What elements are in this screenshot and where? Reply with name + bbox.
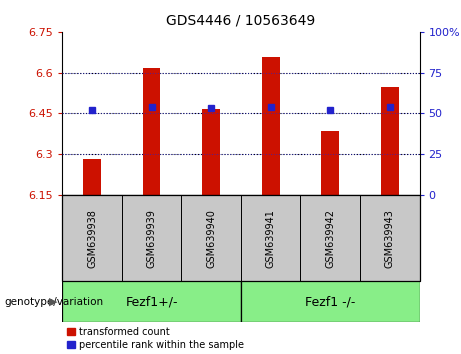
Text: GSM639943: GSM639943	[385, 209, 395, 268]
Bar	[122, 195, 181, 281]
Text: Fezf1 -/-: Fezf1 -/-	[305, 295, 355, 308]
Bar	[321, 131, 339, 195]
Bar	[381, 87, 399, 195]
Title: GDS4446 / 10563649: GDS4446 / 10563649	[166, 14, 315, 28]
Text: Fezf1+/-: Fezf1+/-	[125, 295, 178, 308]
Legend: transformed count, percentile rank within the sample: transformed count, percentile rank withi…	[67, 327, 244, 350]
Bar	[142, 69, 160, 195]
Bar	[62, 281, 241, 322]
Bar	[62, 195, 122, 281]
Text: ▶: ▶	[49, 297, 58, 307]
Bar	[241, 281, 420, 322]
Bar	[83, 159, 101, 195]
Text: GSM639939: GSM639939	[147, 209, 157, 268]
Bar	[360, 195, 420, 281]
Bar	[301, 195, 360, 281]
Text: genotype/variation: genotype/variation	[5, 297, 104, 307]
Bar	[262, 57, 279, 195]
Bar	[181, 195, 241, 281]
Text: GSM639938: GSM639938	[87, 209, 97, 268]
Text: GSM639940: GSM639940	[206, 209, 216, 268]
Text: GSM639941: GSM639941	[266, 209, 276, 268]
Text: GSM639942: GSM639942	[325, 209, 335, 268]
Bar	[202, 109, 220, 195]
Bar	[241, 195, 301, 281]
